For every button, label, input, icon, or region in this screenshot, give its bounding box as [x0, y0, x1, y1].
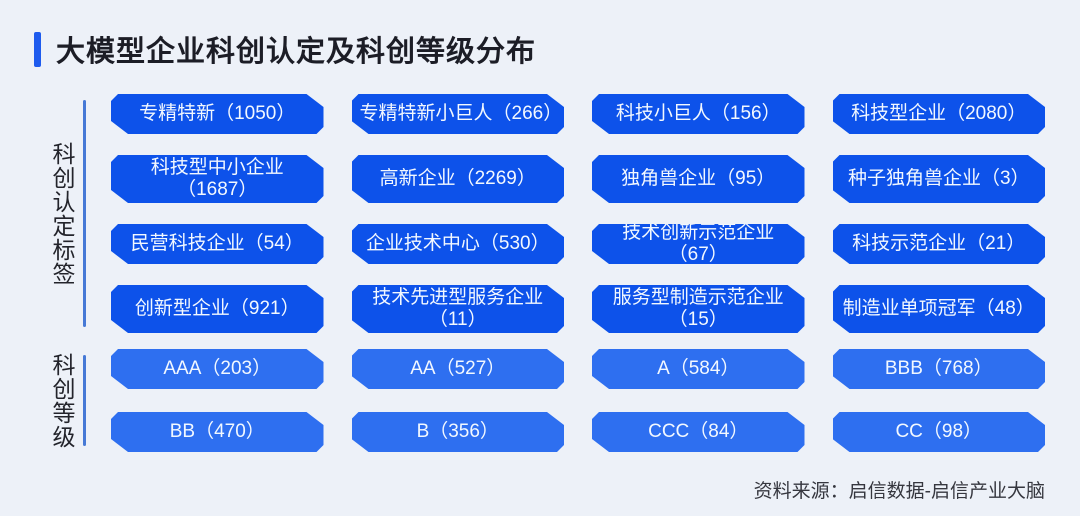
section-cert-labels: 科创认定标签 专精特新（1050） 专精特新小巨人（266） 科技小巨人（156…: [28, 94, 1045, 333]
grade-tag: A（584）: [592, 349, 805, 389]
cert-tag: 技术创新示范企业（67）: [592, 224, 805, 264]
cert-tag: 科技型企业（2080）: [833, 94, 1046, 134]
cert-tag: 专精特新（1050）: [111, 94, 324, 134]
grade-tag: CCC（84）: [592, 412, 805, 452]
cert-tag: 企业技术中心（530）: [352, 224, 565, 264]
grade-tag-grid: AAA（203） AA（527） A（584） BBB（768） BB（470）…: [111, 349, 1045, 452]
cert-tag: 创新型企业（921）: [111, 285, 324, 333]
grade-tag: AA（527）: [352, 349, 565, 389]
cert-tag: 种子独角兽企业（3）: [833, 155, 1046, 203]
cert-tag: 专精特新小巨人（266）: [352, 94, 565, 134]
cert-tag: 科技小巨人（156）: [592, 94, 805, 134]
cert-tag: 独角兽企业（95）: [592, 155, 805, 203]
title-row: 大模型企业科创认定及科创等级分布: [0, 0, 1080, 68]
section-grade-rule: [83, 355, 86, 446]
cert-tag: 科技示范企业（21）: [833, 224, 1046, 264]
content: 科创认定标签 专精特新（1050） 专精特新小巨人（266） 科技小巨人（156…: [0, 68, 1080, 452]
section-grade-side: 科创等级: [28, 349, 86, 452]
grade-tag: BB（470）: [111, 412, 324, 452]
cert-tag: 科技型中小企业 （1687）: [111, 155, 324, 203]
grade-tag: CC（98）: [833, 412, 1046, 452]
section-cert-rule: [83, 100, 86, 327]
section-cert-label: 科创认定标签: [49, 141, 75, 286]
page-title: 大模型企业科创认定及科创等级分布: [56, 36, 537, 68]
section-grade-label: 科创等级: [49, 352, 75, 449]
section-cert-side: 科创认定标签: [28, 94, 86, 333]
grade-tag: BBB（768）: [833, 349, 1046, 389]
cert-tag: 技术先进型服务企业 （11）: [352, 285, 565, 333]
cert-tag: 民营科技企业（54）: [111, 224, 324, 264]
grade-tag: AAA（203）: [111, 349, 324, 389]
data-source-note: 资料来源：启信数据-启信产业大脑: [753, 481, 1045, 502]
title-accent-bar: [34, 31, 41, 67]
cert-tag-grid: 专精特新（1050） 专精特新小巨人（266） 科技小巨人（156） 科技型企业…: [111, 94, 1045, 333]
cert-tag: 制造业单项冠军（48）: [833, 285, 1046, 333]
grade-tag: B（356）: [352, 412, 565, 452]
cert-tag: 高新企业（2269）: [352, 155, 565, 203]
section-grade-levels: 科创等级 AAA（203） AA（527） A（584） BBB（768） BB…: [28, 349, 1045, 452]
cert-tag: 服务型制造示范企业 （15）: [592, 285, 805, 333]
